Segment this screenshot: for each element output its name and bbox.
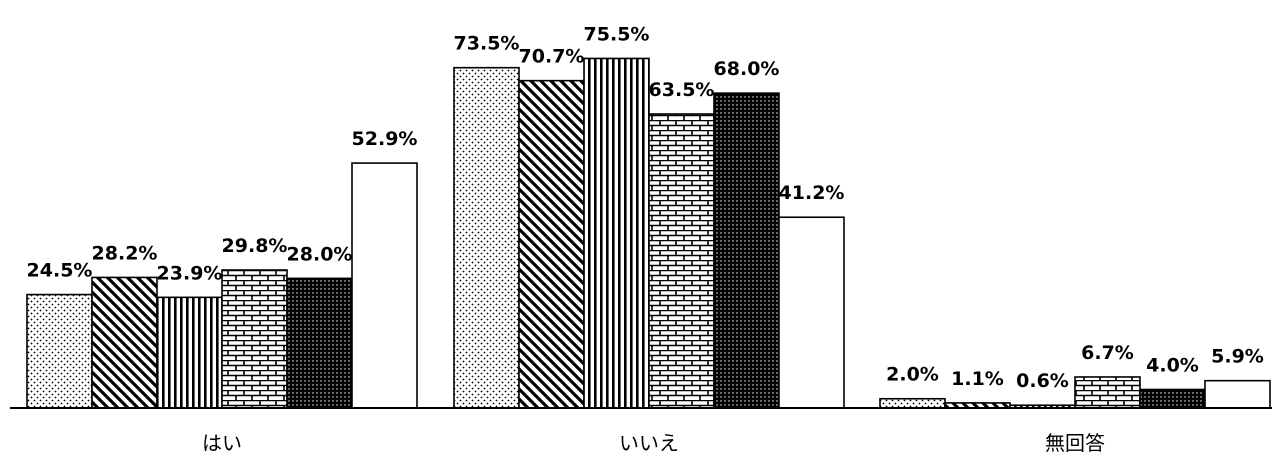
value-label: 0.6%	[1016, 370, 1069, 392]
category-label: 無回答	[1045, 431, 1105, 455]
bar-1-cat-1	[26, 293, 93, 409]
bar-3-cat-1	[156, 296, 223, 409]
bar-5-cat-3	[1139, 388, 1206, 409]
bar-4-cat-1	[221, 269, 288, 409]
value-label: 68.0%	[714, 58, 780, 80]
value-label: 52.9%	[352, 128, 418, 150]
bar-4-cat-3	[1074, 376, 1141, 409]
value-label: 24.5%	[27, 260, 93, 282]
bar-6-cat-1	[351, 162, 418, 409]
bars-layer	[26, 57, 1271, 409]
bar-6-cat-3	[1204, 379, 1271, 409]
value-label: 70.7%	[519, 46, 585, 68]
value-label: 23.9%	[157, 262, 223, 284]
bar-3-cat-2	[583, 57, 650, 409]
category-label: いいえ	[619, 431, 679, 455]
bar-6-cat-2	[778, 216, 845, 409]
value-label: 73.5%	[454, 33, 520, 55]
value-label: 4.0%	[1146, 354, 1199, 376]
value-label: 1.1%	[951, 368, 1004, 390]
value-label: 2.0%	[886, 364, 939, 386]
value-label: 41.2%	[779, 182, 845, 204]
value-label: 75.5%	[584, 23, 650, 45]
value-label: 28.0%	[287, 243, 353, 265]
bar-1-cat-2	[453, 66, 520, 409]
bar-4-cat-2	[648, 113, 715, 409]
value-label: 29.8%	[222, 235, 288, 257]
value-label: 28.2%	[92, 242, 158, 264]
bar-2-cat-1	[91, 276, 158, 409]
bar-5-cat-2	[713, 92, 780, 409]
bar-2-cat-2	[518, 79, 585, 409]
bar-5-cat-1	[286, 277, 353, 409]
bar-1-cat-3	[879, 397, 946, 409]
labels-layer: 24.5%28.2%23.9% 29.8% 28.0% 52.9% 73.5%70.7%…	[27, 23, 1264, 392]
category-label: はい	[202, 431, 242, 455]
category-labels: はい いいえ 無回答	[202, 431, 1105, 455]
value-label: 5.9%	[1211, 346, 1264, 368]
value-label: 6.7%	[1081, 342, 1134, 364]
value-label: 63.5%	[649, 79, 715, 101]
